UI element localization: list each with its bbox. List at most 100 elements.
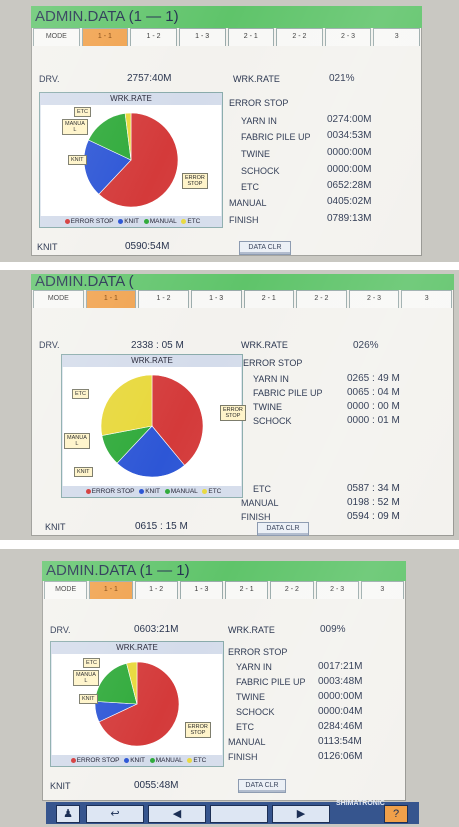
tab-2-3[interactable]: 2 - 3: [315, 581, 359, 599]
tab-1-3[interactable]: 1 - 3: [178, 28, 226, 46]
pie-slice-etc: [126, 661, 138, 705]
tab-3[interactable]: 3: [360, 581, 404, 599]
etc-value: 0652:28M: [327, 180, 372, 191]
screen: ADMIN.DATA (1 — 1) MODE 1 - 1 1 - 2 1 - …: [31, 6, 422, 256]
tab-1-2[interactable]: 1 - 2: [138, 290, 189, 308]
callout-error-text: ERROR STOP: [185, 175, 205, 187]
schock-value: 0000 : 01 M: [347, 415, 400, 426]
tab-1-1[interactable]: 1 - 1: [85, 290, 137, 308]
tab-mode[interactable]: MODE: [33, 28, 80, 46]
manual-label: MANUAL: [241, 498, 279, 508]
data-clr-button[interactable]: DATA CLR: [238, 779, 286, 793]
pie-chart: [83, 112, 179, 208]
image-gap: [0, 540, 459, 549]
tab-1-3[interactable]: 1 - 3: [179, 581, 223, 599]
callout-etc: ETC: [72, 389, 89, 399]
tab-mode[interactable]: MODE: [44, 581, 88, 599]
tab-2-2[interactable]: 2 - 2: [296, 290, 347, 308]
wrk-rate-chart: WRK.RATE ETC MANUA L KNIT ERROR STOP ERROR…: [61, 354, 246, 498]
twine-label: TWINE: [236, 692, 265, 702]
window-title: ADMIN.DATA (1 — 1): [31, 6, 422, 28]
legend-error-stop: ERROR STOP: [76, 757, 120, 764]
drv-value: 0603:21M: [134, 624, 179, 635]
tab-2-1[interactable]: 2 - 1: [225, 581, 269, 599]
finish-value: 0594 : 09 M: [347, 511, 400, 522]
screen: ADMIN.DATA ( MODE 1 - 1 1 - 2 1 - 3 2 - …: [31, 274, 454, 536]
chart-title: WRK.RATE: [62, 355, 242, 367]
pie-slice-error-stop: [98, 112, 179, 208]
window-title: ADMIN.DATA (1 — 1): [42, 561, 406, 581]
image-gap: [0, 262, 459, 270]
right-arrow-icon[interactable]: ▶: [272, 805, 330, 823]
twine-value: 0000:00M: [327, 147, 372, 158]
pie-slice-error-stop: [98, 661, 180, 747]
finish-label: FINISH: [228, 752, 258, 762]
fabric-pile-up-value: 0034:53M: [327, 130, 372, 141]
callout-knit: KNIT: [74, 467, 93, 477]
tab-2-1[interactable]: 2 - 1: [227, 28, 275, 46]
legend-etc: ETC: [187, 218, 201, 225]
tab-1-2[interactable]: 1 - 2: [130, 28, 177, 46]
panel-2: ADMIN.DATA ( MODE 1 - 1 1 - 2 1 - 3 2 - …: [0, 270, 459, 540]
tab-3[interactable]: 3: [401, 290, 452, 308]
tab-2-2[interactable]: 2 - 2: [276, 28, 323, 46]
legend-manual: MANUAL: [155, 757, 183, 764]
legend-knit: KNIT: [145, 488, 160, 495]
tab-1-1[interactable]: 1 - 1: [81, 28, 129, 46]
twine-label: TWINE: [253, 402, 282, 412]
legend-manual-swatch: [143, 218, 149, 224]
legend-knit: KNIT: [124, 218, 139, 225]
wrk-rate-value: 021%: [329, 73, 355, 84]
pie-slice-knit: [116, 425, 185, 478]
yarn-in-label: YARN IN: [236, 662, 272, 672]
legend-knit-swatch: [118, 218, 124, 224]
tab-mode[interactable]: MODE: [33, 290, 84, 308]
tab-2-2[interactable]: 2 - 2: [270, 581, 314, 599]
data-clr-button[interactable]: DATA CLR: [239, 241, 291, 255]
legend-manual: MANUAL: [170, 488, 198, 495]
help-icon[interactable]: ?: [384, 805, 408, 823]
user-icon[interactable]: ♟: [56, 805, 80, 823]
brand-label: SHIMATRONIC: [336, 800, 385, 807]
legend-etc-swatch: [187, 757, 193, 763]
legend-error-stop-swatch: [85, 488, 91, 494]
schock-value: 0000:00M: [327, 164, 372, 175]
blank-button[interactable]: [210, 805, 268, 823]
yarn-in-value: 0274:00M: [327, 114, 372, 125]
yarn-in-value: 0265 : 49 M: [347, 373, 400, 384]
legend-knit: KNIT: [130, 757, 145, 764]
pie-slice-manual: [88, 113, 132, 161]
fabric-pile-up-label: FABRIC PILE UP: [241, 132, 311, 142]
chart-title: WRK.RATE: [40, 93, 222, 105]
pie-slice-etc: [100, 374, 153, 436]
yarn-in-label: YARN IN: [253, 374, 289, 384]
tab-3[interactable]: 3: [373, 28, 420, 46]
drv-label: DRV.: [39, 340, 60, 350]
manual-value: 0113:54M: [318, 736, 362, 747]
data-clr-button[interactable]: DATA CLR: [257, 522, 309, 536]
back-arrow-icon[interactable]: ↩: [86, 805, 144, 823]
manual-value: 0198 : 52 M: [347, 497, 400, 508]
schock-label: SCHOCK: [253, 416, 292, 426]
pie-slice-etc: [124, 112, 132, 161]
left-arrow-icon[interactable]: ◀: [148, 805, 206, 823]
tab-1-1[interactable]: 1 - 1: [89, 581, 133, 599]
callout-manual-text: MANUA L: [67, 435, 87, 447]
drv-label: DRV.: [39, 74, 60, 84]
tab-2-1[interactable]: 2 - 1: [243, 290, 295, 308]
knit-value: 0590:54M: [125, 241, 170, 252]
legend-etc: ETC: [208, 488, 222, 495]
tab-1-3[interactable]: 1 - 3: [190, 290, 242, 308]
tab-1-2[interactable]: 1 - 2: [134, 581, 178, 599]
window-title: ADMIN.DATA (: [31, 274, 454, 290]
tab-2-3[interactable]: 2 - 3: [324, 28, 372, 46]
manual-label: MANUAL: [228, 737, 266, 747]
tab-2-3[interactable]: 2 - 3: [348, 290, 400, 308]
tab-bar: MODE 1 - 1 1 - 2 1 - 3 2 - 1 2 - 2 2 - 3…: [31, 28, 422, 46]
chart-legend: ERROR STOP KNIT MANUAL ETC: [40, 216, 222, 227]
pie-slice-knit: [83, 139, 132, 195]
callout-manual: MANUA L: [62, 119, 88, 135]
finish-value: 0126:06M: [318, 751, 363, 762]
callout-etc: ETC: [74, 107, 91, 117]
legend-error-stop: ERROR STOP: [70, 218, 114, 225]
